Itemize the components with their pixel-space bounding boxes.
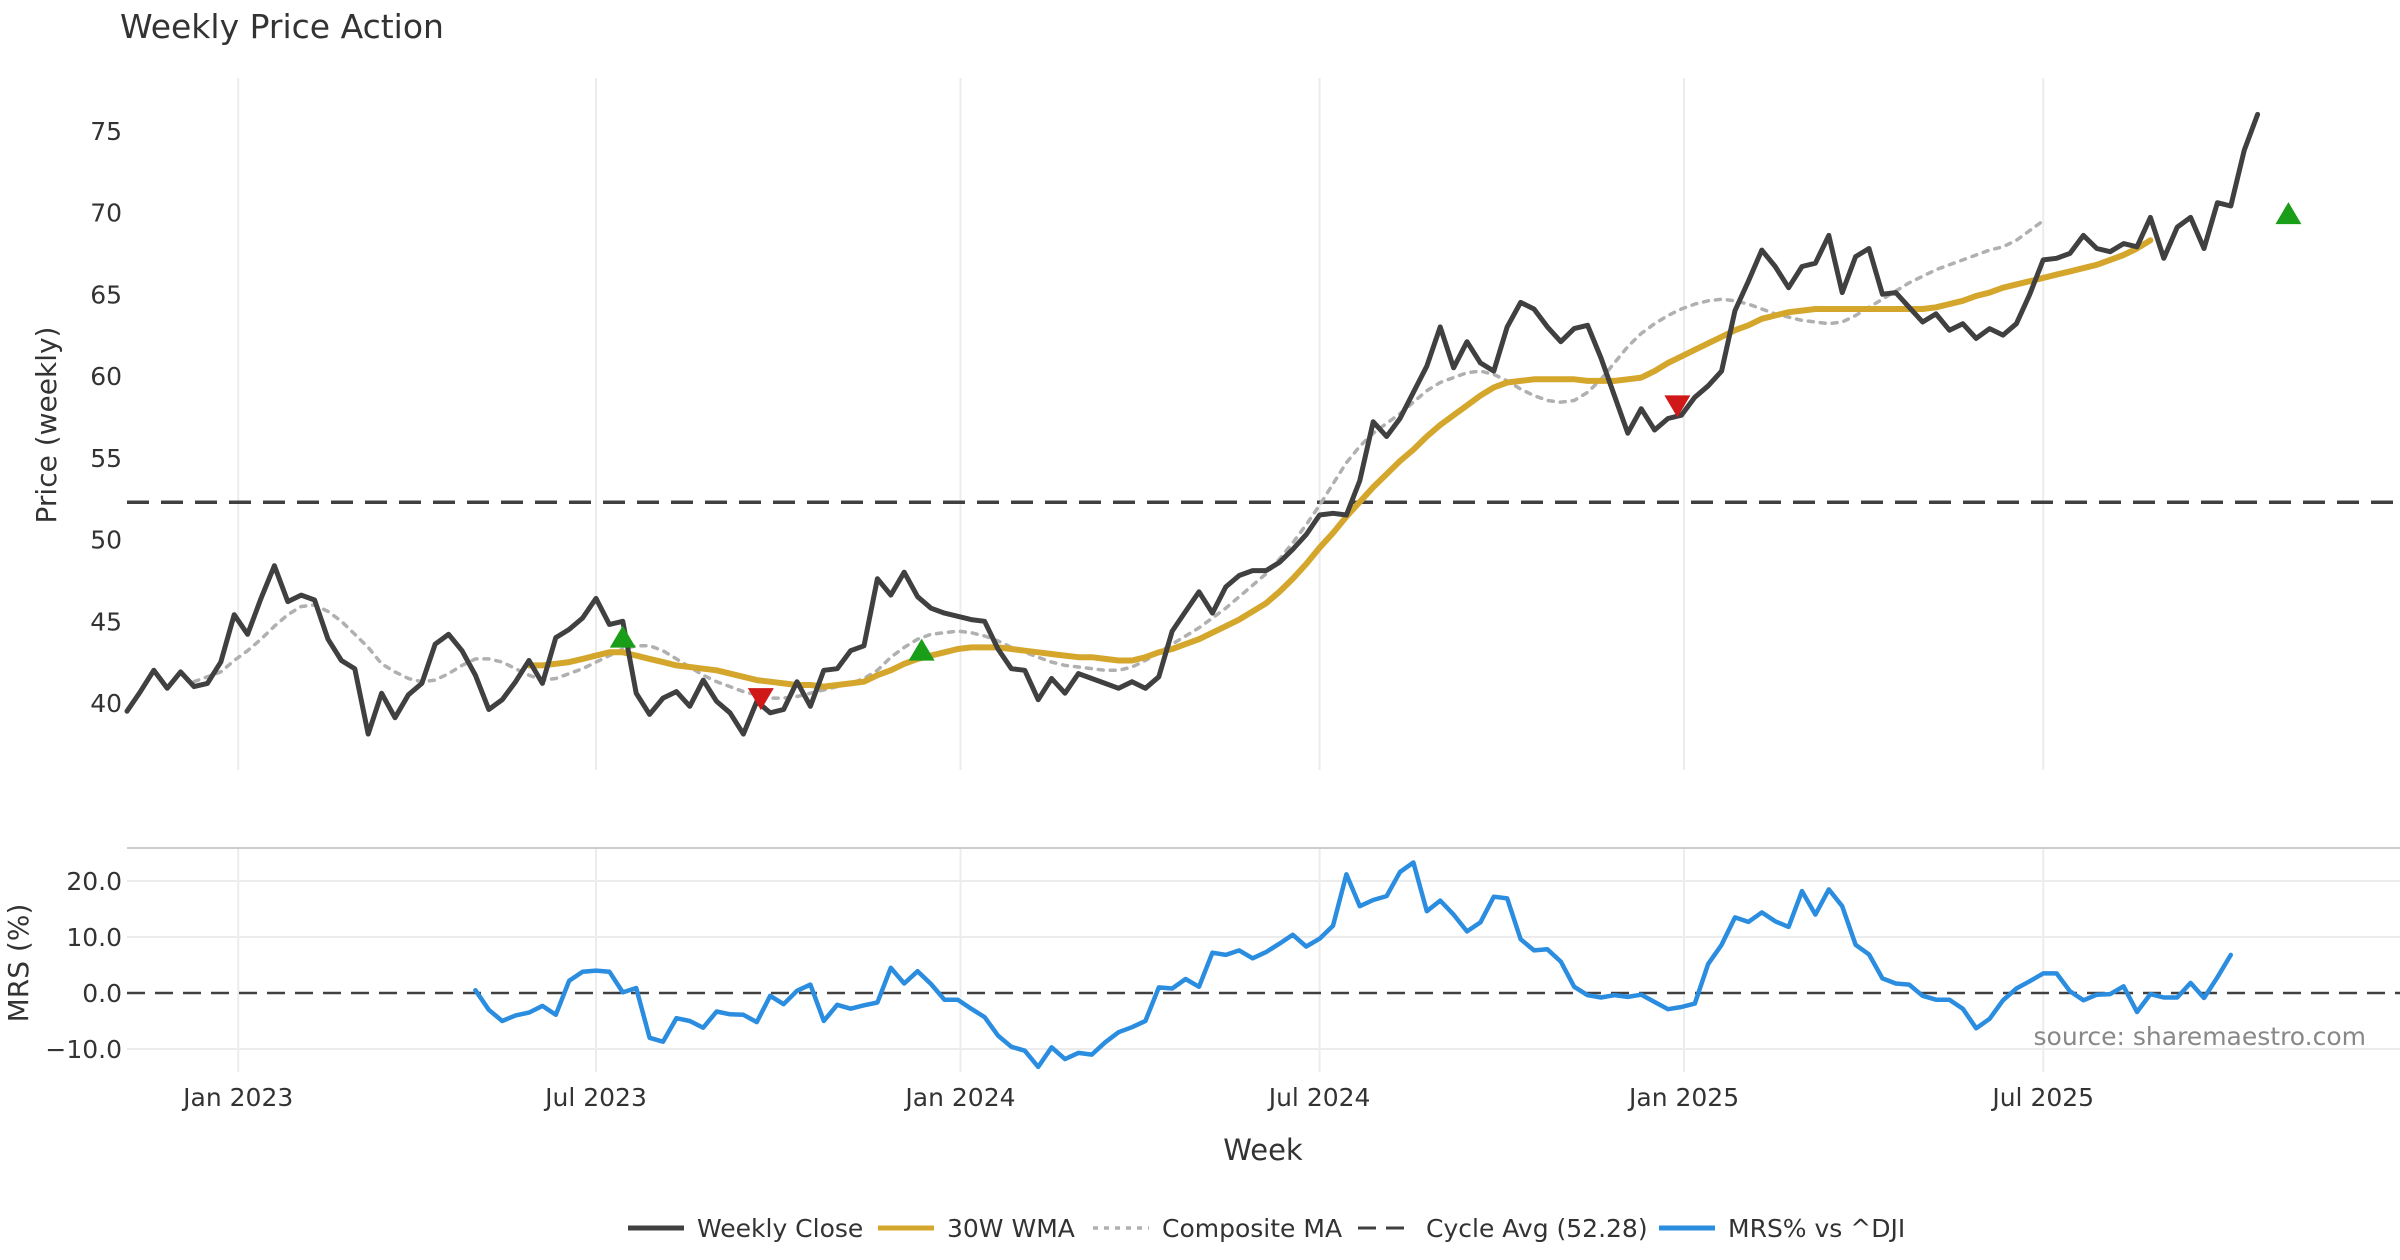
price-y-tick-label: 75 — [90, 117, 122, 146]
mrs-y-tick-label: 20.0 — [66, 867, 122, 896]
legend-label: Cycle Avg (52.28) — [1426, 1214, 1648, 1243]
grid-layer — [127, 78, 2400, 1072]
mrs-y-tick-label: 10.0 — [66, 923, 122, 952]
x-axis-label: Week — [1223, 1133, 1303, 1167]
price-y-tick-label: 60 — [90, 362, 122, 391]
x-tick-label: Jul 2025 — [1990, 1083, 2094, 1112]
mrs-line — [473, 860, 2234, 1070]
price-y-axis-label: Price (weekly) — [30, 327, 63, 524]
legend-label: MRS% vs ^DJI — [1728, 1214, 1905, 1243]
price-y-tick-label: 65 — [90, 280, 122, 309]
price-panel — [124, 111, 2400, 737]
source-note: source: sharemaestro.com — [2034, 1022, 2367, 1051]
weekly-close-line — [124, 111, 2261, 737]
mrs-y-tick-label: 0.0 — [82, 979, 122, 1008]
legend-label: Weekly Close — [697, 1214, 863, 1243]
x-tick-label: Jan 2024 — [903, 1083, 1015, 1112]
buy-signal-marker — [908, 638, 935, 661]
x-tick-label: Jul 2023 — [543, 1083, 647, 1112]
mrs-y-axis-label: MRS (%) — [2, 904, 35, 1023]
legend-label: 30W WMA — [947, 1214, 1075, 1243]
mrs-panel — [127, 860, 2400, 1070]
chart-title: Weekly Price Action — [120, 7, 444, 46]
x-tick-label: Jul 2024 — [1267, 1083, 1371, 1112]
price-y-tick-label: 45 — [90, 607, 122, 636]
composite-ma-line — [192, 218, 2045, 700]
legend: Weekly Close 30W WMA Composite MA Cycle Avg… — [628, 1214, 1905, 1243]
buy-signal-marker — [2275, 202, 2302, 225]
price-y-tick-label: 40 — [90, 689, 122, 718]
sell-signal-marker — [1664, 395, 1691, 418]
buy-signal-marker — [609, 625, 636, 648]
x-tick-label: Jan 2023 — [181, 1083, 293, 1112]
price-y-tick-label: 50 — [90, 526, 122, 555]
price-y-tick-label: 70 — [90, 199, 122, 228]
axis-layer: Jan 2023 Jul 2023 Jan 2024 Jul 2024 Jan 2025… — [45, 117, 2094, 1112]
sell-signal-marker — [747, 688, 774, 711]
price-y-tick-label: 55 — [90, 444, 122, 473]
mrs-y-tick-label: −10.0 — [45, 1035, 122, 1064]
x-tick-label: Jan 2025 — [1627, 1083, 1739, 1112]
legend-label: Composite MA — [1162, 1214, 1342, 1243]
